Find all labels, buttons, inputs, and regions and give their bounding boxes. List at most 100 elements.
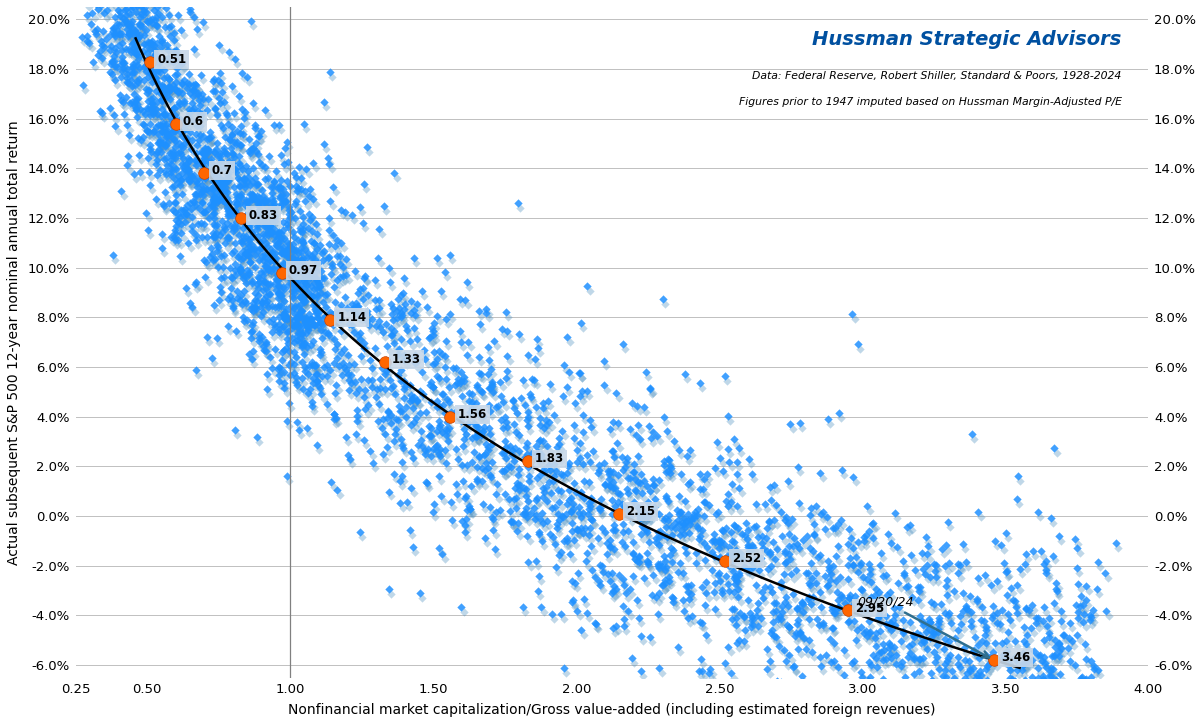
- Point: [124, 100, 143, 111]
- Point: [871, 626, 890, 637]
- Point: [125, 85, 144, 97]
- Point: [373, 422, 392, 434]
- Point: [212, 180, 231, 191]
- Point: [472, 429, 491, 441]
- Point: [342, 364, 361, 376]
- Point: [225, 299, 244, 311]
- Point: [745, 567, 764, 578]
- Point: [136, 7, 155, 18]
- Point: [312, 283, 331, 295]
- Point: [249, 185, 268, 196]
- Point: [130, 20, 149, 31]
- Point: [188, 203, 207, 215]
- Point: [529, 500, 549, 511]
- Point: [894, 665, 913, 677]
- Point: [221, 209, 241, 220]
- Point: [176, 167, 195, 178]
- Point: [238, 303, 257, 314]
- Point: [192, 125, 212, 137]
- Point: [479, 308, 498, 320]
- Point: [926, 632, 946, 644]
- Point: [692, 538, 711, 550]
- Point: [940, 660, 959, 671]
- Point: [352, 206, 372, 218]
- Point: [331, 299, 350, 311]
- Point: [152, 148, 171, 159]
- Point: [758, 663, 777, 675]
- Point: [215, 219, 235, 231]
- Point: [129, 74, 148, 85]
- Point: [307, 375, 326, 387]
- Point: [384, 303, 403, 314]
- Point: [307, 364, 326, 376]
- Point: [663, 555, 682, 566]
- Point: [326, 186, 345, 198]
- Point: [1029, 613, 1048, 624]
- Point: [176, 146, 195, 158]
- Point: [220, 192, 239, 203]
- Point: [244, 358, 263, 370]
- Point: [723, 604, 742, 615]
- Point: [451, 336, 470, 348]
- Point: [769, 602, 788, 613]
- Point: [433, 424, 452, 436]
- Point: [729, 547, 748, 559]
- Point: [282, 267, 301, 279]
- Point: [653, 530, 672, 542]
- Point: [142, 88, 161, 100]
- Point: [502, 515, 521, 526]
- Point: [735, 625, 754, 636]
- Point: [160, 129, 179, 140]
- Point: [201, 174, 220, 186]
- Point: [189, 133, 208, 145]
- Point: [475, 415, 494, 426]
- Point: [1051, 641, 1071, 653]
- Point: [386, 473, 405, 484]
- Point: [357, 275, 377, 287]
- Point: [659, 571, 678, 583]
- Point: [487, 549, 506, 560]
- Point: [918, 549, 937, 560]
- Point: [155, 86, 174, 98]
- Point: [518, 404, 538, 416]
- Point: [235, 270, 254, 282]
- Point: [632, 556, 651, 568]
- Point: [253, 332, 272, 343]
- Point: [628, 490, 647, 502]
- Point: [301, 313, 320, 324]
- Point: [600, 541, 620, 552]
- Point: [739, 545, 758, 557]
- Point: [941, 615, 960, 626]
- Point: [722, 546, 741, 557]
- Point: [597, 462, 616, 473]
- Point: [859, 656, 878, 668]
- Point: [313, 348, 332, 360]
- Point: [279, 214, 298, 226]
- Point: [518, 446, 538, 458]
- Point: [112, 59, 131, 70]
- Point: [393, 287, 413, 298]
- Point: [456, 480, 475, 492]
- Point: [801, 578, 820, 590]
- Point: [348, 271, 367, 282]
- Text: 1.83: 1.83: [534, 452, 564, 466]
- Point: [919, 540, 938, 552]
- Point: [730, 527, 749, 539]
- Point: [112, 16, 131, 28]
- Point: [722, 591, 741, 602]
- Point: [212, 286, 231, 298]
- Point: [237, 178, 256, 190]
- Point: [391, 405, 410, 417]
- Point: [842, 609, 861, 620]
- Point: [123, 61, 142, 72]
- Point: [437, 458, 456, 469]
- Point: [813, 656, 832, 668]
- Point: [450, 458, 469, 470]
- Point: [1049, 530, 1068, 542]
- Point: [656, 584, 675, 596]
- Point: [167, 130, 186, 142]
- Point: [149, 151, 168, 163]
- Point: [148, 1, 167, 12]
- Point: [165, 224, 184, 236]
- Point: [238, 205, 257, 216]
